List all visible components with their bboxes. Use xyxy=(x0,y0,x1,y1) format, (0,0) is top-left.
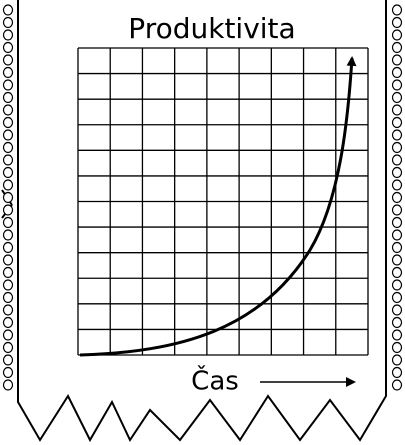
page: {"title": "Produktivita", "x_label": "Ča… xyxy=(0,0,405,445)
hole xyxy=(4,293,13,303)
hole xyxy=(393,255,402,265)
hole xyxy=(393,5,402,15)
hole xyxy=(4,380,13,390)
hole xyxy=(393,280,402,290)
hole xyxy=(4,280,13,290)
hole xyxy=(4,55,13,65)
hole xyxy=(4,18,13,28)
hole xyxy=(4,343,13,353)
hole xyxy=(4,105,13,115)
hole xyxy=(4,355,13,365)
hole xyxy=(393,205,402,215)
hole xyxy=(393,330,402,340)
hole xyxy=(393,318,402,328)
hole xyxy=(393,68,402,78)
hole xyxy=(393,93,402,103)
hole xyxy=(4,168,13,178)
hole xyxy=(393,230,402,240)
hole xyxy=(4,80,13,90)
hole xyxy=(393,293,402,303)
hole xyxy=(393,105,402,115)
hole xyxy=(4,155,13,165)
hole xyxy=(4,118,13,128)
hole xyxy=(393,343,402,353)
hole xyxy=(4,230,13,240)
hole xyxy=(393,18,402,28)
hole xyxy=(4,180,13,190)
hole xyxy=(4,255,13,265)
hole xyxy=(393,143,402,153)
hole xyxy=(393,118,402,128)
hole xyxy=(393,243,402,253)
hole xyxy=(393,43,402,53)
hole xyxy=(4,143,13,153)
hole xyxy=(393,355,402,365)
hole xyxy=(4,193,13,203)
hole xyxy=(393,180,402,190)
hole xyxy=(4,130,13,140)
hole xyxy=(393,55,402,65)
hole xyxy=(4,93,13,103)
hole xyxy=(4,30,13,40)
hole xyxy=(4,368,13,378)
hole xyxy=(393,380,402,390)
hole xyxy=(393,155,402,165)
hole xyxy=(393,218,402,228)
hole xyxy=(393,30,402,40)
hole xyxy=(393,168,402,178)
hole xyxy=(393,368,402,378)
title: Produktivita xyxy=(128,12,295,45)
hole xyxy=(393,80,402,90)
hole xyxy=(393,130,402,140)
hole xyxy=(393,305,402,315)
hole xyxy=(4,5,13,15)
hole xyxy=(393,193,402,203)
hole xyxy=(4,218,13,228)
hole xyxy=(4,68,13,78)
x-label: Čas xyxy=(191,365,239,397)
hole xyxy=(4,205,13,215)
hole xyxy=(4,318,13,328)
hole xyxy=(4,243,13,253)
hole xyxy=(4,43,13,53)
hole xyxy=(4,268,13,278)
printout-illustration: Produktivita Čas xyxy=(0,0,405,445)
hole xyxy=(4,305,13,315)
hole xyxy=(393,268,402,278)
hole xyxy=(4,330,13,340)
